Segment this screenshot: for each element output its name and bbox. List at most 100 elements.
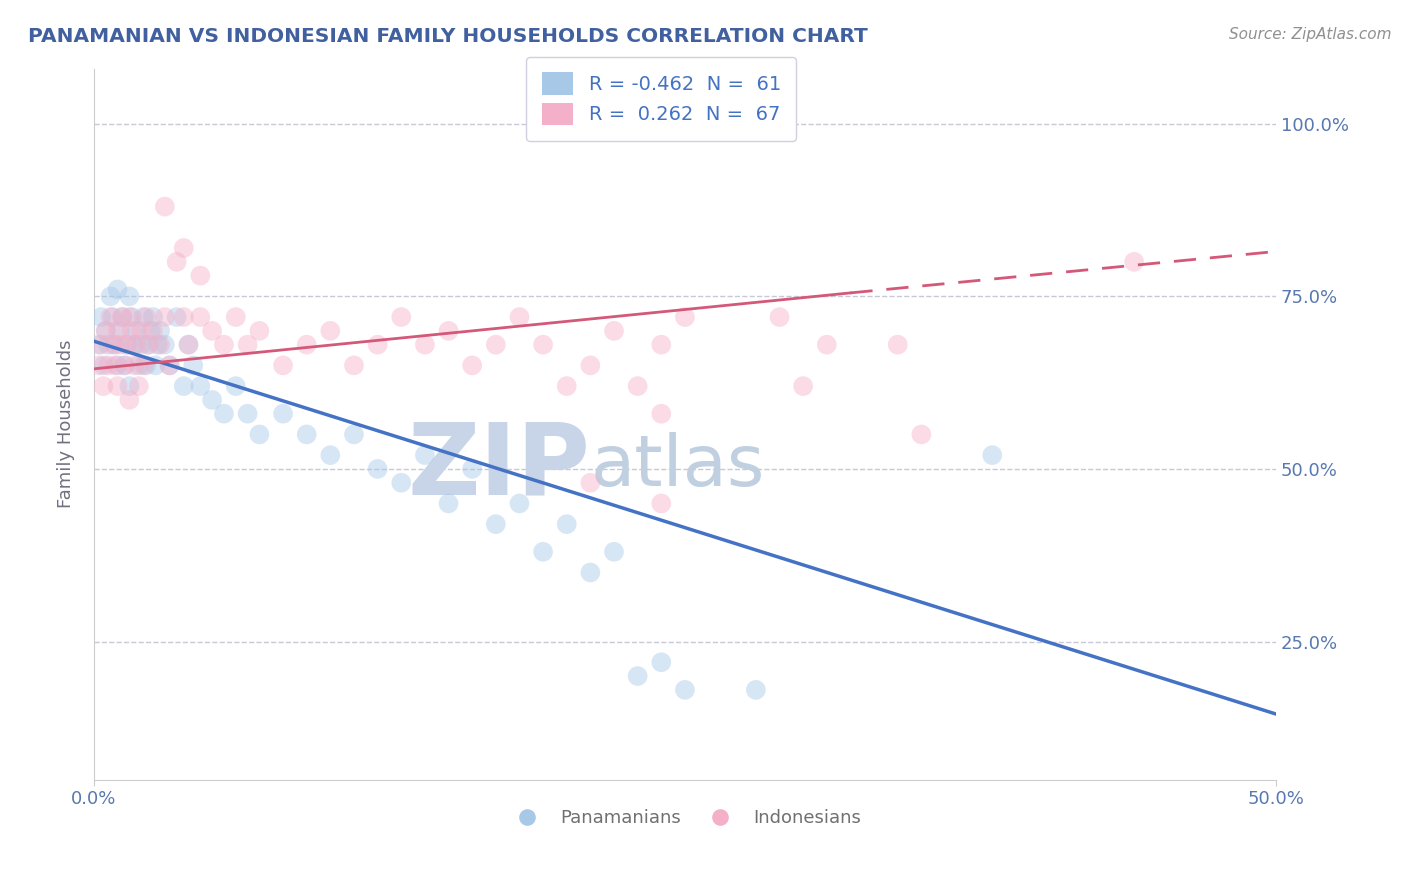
Point [555,517,578,532]
Point [94,324,117,338]
Point [343,427,366,442]
Point [177,337,200,351]
Point [173,241,195,255]
Point [249,324,271,338]
Point [437,496,460,510]
Point [319,448,342,462]
Point [212,407,235,421]
Point [136,337,159,351]
Point [603,324,626,338]
Point [531,337,554,351]
Point [90,310,112,324]
Point [107,359,129,373]
Point [153,310,176,324]
Point [295,427,318,442]
Point [673,310,696,324]
Point [108,337,131,351]
Point [603,545,626,559]
Point [485,517,508,532]
Point [142,310,165,324]
Point [115,337,138,351]
Point [108,324,131,338]
Point [271,359,294,373]
Point [107,324,129,338]
Point [627,669,650,683]
Point [125,324,148,338]
Point [142,324,165,338]
Point [508,496,530,510]
Point [188,310,211,324]
Point [128,359,150,373]
Point [225,310,247,324]
Point [114,359,136,373]
Point [118,379,141,393]
Point [212,337,235,351]
Point [125,337,148,351]
Point [159,359,181,373]
Point [188,268,211,283]
Point [188,379,211,393]
Legend: Panamanians, Indonesians: Panamanians, Indonesians [502,802,868,835]
Point [531,545,554,559]
Point [201,324,224,338]
Point [104,359,127,373]
Point [319,324,342,338]
Point [128,379,150,393]
Point [146,337,169,351]
Point [485,337,508,351]
Point [650,496,672,510]
Point [136,337,159,351]
Point [201,392,224,407]
Point [910,427,932,442]
Point [118,289,141,303]
Text: PANAMANIAN VS INDONESIAN FAMILY HOUSEHOLDS CORRELATION CHART: PANAMANIAN VS INDONESIAN FAMILY HOUSEHOL… [28,27,868,45]
Point [792,379,814,393]
Point [114,359,136,373]
Point [236,407,259,421]
Point [579,359,602,373]
Point [94,324,117,338]
Point [236,337,259,351]
Point [579,475,602,490]
Point [111,310,134,324]
Point [650,337,672,351]
Point [101,337,124,351]
Point [100,289,122,303]
Text: ZIP: ZIP [408,418,591,516]
Point [367,462,389,476]
Point [118,310,141,324]
Point [87,359,110,373]
Point [104,337,127,351]
Point [135,359,157,373]
Point [627,379,650,393]
Point [367,337,389,351]
Point [132,359,155,373]
Point [555,379,578,393]
Point [129,337,152,351]
Point [745,682,768,697]
Point [107,282,129,296]
Point [173,310,195,324]
Point [673,682,696,697]
Point [389,475,412,490]
Point [413,337,436,351]
Text: Source: ZipAtlas.com: Source: ZipAtlas.com [1229,27,1392,42]
Point [149,337,172,351]
Point [166,310,188,324]
Point [508,310,530,324]
Y-axis label: Family Households: Family Households [58,340,75,508]
Point [93,379,115,393]
Point [389,310,412,324]
Point [461,359,484,373]
Point [886,337,908,351]
Point [118,392,141,407]
Point [181,359,204,373]
Point [90,337,112,351]
Point [153,200,176,214]
Point [93,359,115,373]
Point [132,310,155,324]
Point [579,566,602,580]
Point [121,324,143,338]
Point [271,407,294,421]
Point [135,310,157,324]
